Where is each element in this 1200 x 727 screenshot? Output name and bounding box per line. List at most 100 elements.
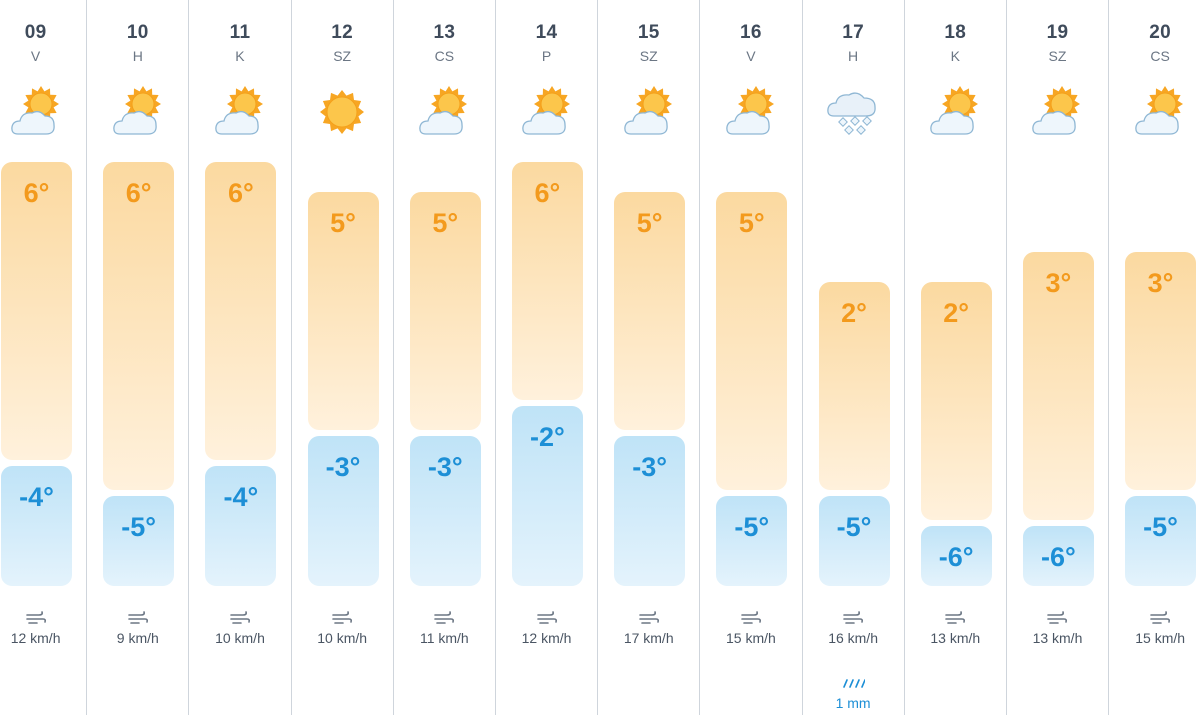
day-column[interactable]: 10 H 6° -5° 9 km/h [87,0,190,715]
wind-speed: 12 km/h [521,630,572,646]
day-column[interactable]: 20 CS 3° -5° 15 km/h [1109,0,1200,715]
sun-cloud-icon [1132,84,1188,140]
high-temp-bar: 3° [1125,252,1197,490]
day-name: SZ [639,48,658,64]
wind-icon [25,610,47,626]
wind-speed: 17 km/h [623,630,674,646]
wind-icon [331,610,353,626]
wind-icon [127,610,149,626]
low-temp: -5° [734,512,770,542]
day-column[interactable]: 17 H 2° -5° 16 km/h 1 mm [803,0,905,715]
low-temp: -3° [427,452,463,482]
low-temp: -6° [1040,542,1076,572]
low-temp: -4° [19,482,54,512]
day-column[interactable]: 12 SZ 5° -3° 10 km/h [292,0,394,715]
sun-cloud-icon [621,84,677,140]
precipitation-amount: 1 mm [835,695,871,711]
high-temp-bar: 5° [614,192,686,430]
high-temp: 5° [432,208,459,238]
day-column[interactable]: 14 P 6° -2° 12 km/h [496,0,599,715]
high-temp: 2° [943,298,970,328]
wind-speed: 15 km/h [726,630,776,646]
day-number: 10 [126,22,149,43]
day-number: 18 [944,22,967,43]
high-temp-bar: 2° [920,282,992,520]
low-temp-bar: -4° [1,466,72,586]
day-column[interactable]: 19 SZ 3° -6° 13 km/h [1007,0,1110,715]
day-number: 12 [331,22,354,43]
sun-cloud-icon [416,84,472,140]
sun-cloud-icon [519,84,575,140]
sun-cloud-icon [8,84,64,140]
low-temp-bar: -5° [818,496,890,586]
day-number: 09 [24,22,47,43]
day-name: H [848,48,859,64]
high-temp-bar: 5° [307,192,379,430]
wind-speed: 15 km/h [1135,630,1186,646]
wind-icon [944,610,966,626]
wind-icon [740,610,762,626]
day-column[interactable]: 18 K 2° -6° 13 km/h [905,0,1007,715]
high-temp: 3° [1147,268,1174,298]
snow-cloud-icon [825,84,881,140]
low-temp-bar: -5° [716,496,788,586]
day-column[interactable]: 11 K 6° -4° 10 km/h [189,0,292,715]
day-name: SZ [1048,48,1067,64]
wind-speed: 13 km/h [1032,630,1083,646]
day-number: 15 [637,22,660,43]
low-temp: -5° [836,512,872,542]
day-name: CS [434,48,455,64]
high-temp: 6° [125,178,152,208]
low-temp-bar: -6° [1022,526,1094,586]
high-temp-bar: 5° [409,192,481,430]
low-temp-bar: -6° [920,526,992,586]
low-temp: -4° [223,482,259,512]
low-temp-bar: -2° [511,406,583,586]
wind-speed: 9 km/h [116,630,159,646]
day-name: K [235,48,245,64]
precipitation-icon [841,676,866,688]
wind-icon [433,610,455,626]
day-column[interactable]: 16 V 5° -5° 15 km/h [700,0,803,715]
wind-icon [229,610,251,626]
day-column[interactable]: 15 SZ 5° -3° 17 km/h [598,0,701,715]
high-temp-bar: 6° [103,162,175,490]
day-column[interactable]: 09 V 6° -4° 12 km/h [0,0,88,715]
high-temp: 6° [534,178,561,208]
low-temp-bar: -5° [1125,496,1197,586]
sun-cloud-icon [723,84,779,140]
day-number: 16 [740,22,762,43]
low-temp-bar: -3° [307,436,379,586]
low-temp-bar: -3° [409,436,481,586]
sun-cloud-icon [110,84,166,140]
wind-speed: 12 km/h [10,630,61,646]
high-temp: 3° [1045,268,1072,298]
high-temp: 2° [841,298,867,328]
wind-speed: 13 km/h [930,630,981,646]
high-temp: 5° [636,208,663,238]
day-name: V [30,48,41,64]
day-name: H [132,48,143,64]
wind-speed: 11 km/h [419,630,469,646]
day-number: 20 [1149,22,1172,43]
wind-icon [536,610,558,626]
low-temp: -3° [632,452,668,482]
wind-speed: 10 km/h [317,630,368,646]
low-temp: -3° [325,452,361,482]
day-name: V [746,48,756,64]
wind-icon [638,610,660,626]
day-number: 17 [842,22,864,43]
high-temp: 6° [23,178,50,208]
day-number: 14 [535,22,558,43]
day-name: P [541,48,552,64]
low-temp-bar: -5° [103,496,175,586]
wind-speed: 16 km/h [828,630,878,646]
day-number: 11 [229,22,251,43]
low-temp: -5° [1143,512,1178,542]
day-column[interactable]: 13 CS 5° -3° 11 km/h [394,0,496,715]
low-temp: -2° [530,422,565,452]
day-number: 19 [1046,22,1069,43]
day-name: SZ [333,48,352,64]
day-number: 13 [433,22,456,43]
